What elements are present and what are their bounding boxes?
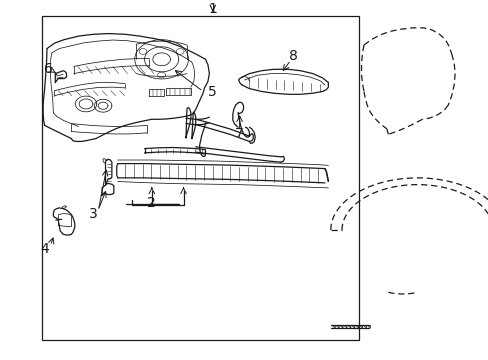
Bar [42,17,358,340]
Text: 8: 8 [288,49,297,63]
Text: 4: 4 [40,242,49,256]
Text: 5: 5 [208,85,217,99]
Text: 7: 7 [235,127,244,141]
Text: 1: 1 [208,2,217,16]
Text: 3: 3 [89,207,98,221]
Text: 2: 2 [147,196,156,210]
Text: 6: 6 [44,62,53,76]
